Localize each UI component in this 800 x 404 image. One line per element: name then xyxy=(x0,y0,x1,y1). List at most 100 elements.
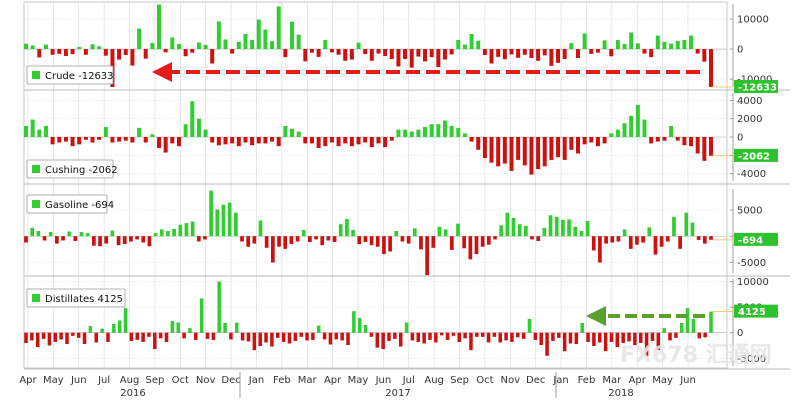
bar-crude xyxy=(170,37,175,50)
bar-crude xyxy=(369,49,374,61)
bar-distillates xyxy=(194,332,198,340)
bar-gasoline xyxy=(48,232,53,237)
bar-cushing xyxy=(30,119,35,137)
bar-distillates xyxy=(164,332,169,342)
bar-distillates xyxy=(35,332,40,348)
bar-gasoline xyxy=(443,229,448,237)
bar-distillates xyxy=(603,332,608,352)
bar-cushing xyxy=(223,137,228,145)
bar-gasoline xyxy=(264,236,269,248)
bar-gasoline xyxy=(437,226,442,237)
bar-cushing xyxy=(363,137,368,143)
bar-crude xyxy=(83,49,88,55)
bar-crude xyxy=(30,45,35,50)
bar-cushing xyxy=(709,137,713,156)
bar-gasoline xyxy=(468,236,473,260)
bar-crude xyxy=(389,49,394,59)
bar-gasoline xyxy=(221,204,226,237)
bar-distillates xyxy=(100,328,104,333)
bar-cushing xyxy=(123,137,128,141)
bar-gasoline xyxy=(647,227,652,237)
bar-gasoline xyxy=(233,212,238,237)
bar-gasoline xyxy=(554,216,559,237)
bar-distillates xyxy=(293,332,298,341)
bar-cushing xyxy=(569,137,574,150)
bar-distillates xyxy=(352,311,356,333)
bar-crude xyxy=(143,49,148,59)
y-tick-label: 4000 xyxy=(737,96,762,107)
bar-distillates xyxy=(47,332,52,346)
bar-crude xyxy=(689,35,694,50)
bar-distillates xyxy=(685,308,690,333)
bar-crude xyxy=(150,43,155,50)
bar-cushing xyxy=(409,131,414,137)
bar-gasoline xyxy=(709,236,713,240)
bar-cushing xyxy=(469,137,474,142)
bar-cushing xyxy=(629,115,634,137)
bar-crude xyxy=(90,44,95,50)
bar-cushing xyxy=(97,137,102,140)
bar-crude xyxy=(702,49,707,62)
bar-distillates xyxy=(638,332,643,343)
bar-distillates xyxy=(586,332,590,342)
bar-distillates xyxy=(492,332,497,337)
bar-crude xyxy=(429,49,434,58)
bar-crude xyxy=(316,49,321,57)
bar-gasoline xyxy=(240,236,244,242)
bar-gasoline xyxy=(270,236,275,263)
bar-cushing xyxy=(442,120,447,137)
bar-distillates xyxy=(305,332,309,341)
bar-crude xyxy=(323,40,328,50)
bar-cushing xyxy=(343,137,348,144)
bar-distillates xyxy=(199,298,204,333)
bar-cushing xyxy=(117,137,122,142)
bar-crude xyxy=(615,40,620,50)
bar-gasoline xyxy=(283,236,288,249)
bar-gasoline xyxy=(573,226,578,237)
bar-gasoline xyxy=(42,236,47,241)
bar-crude xyxy=(516,49,521,58)
bar-distillates xyxy=(434,332,438,343)
bar-distillates xyxy=(457,332,462,342)
legend-label: Cushing -2062 xyxy=(45,165,118,176)
bar-cushing xyxy=(602,137,607,144)
bar-gasoline xyxy=(320,236,325,246)
bar-gasoline xyxy=(351,229,355,237)
bar-cushing xyxy=(176,137,181,147)
bar-crude xyxy=(296,34,301,50)
bar-cushing xyxy=(695,137,700,154)
legend-box xyxy=(26,288,126,308)
bar-distillates xyxy=(275,332,280,338)
green-arrowhead xyxy=(586,306,606,326)
bar-crude xyxy=(270,41,275,50)
bar-cushing xyxy=(403,129,408,137)
watermark-text: FX678 汇通网 xyxy=(620,343,772,368)
last-value-box xyxy=(734,148,778,162)
bar-gasoline xyxy=(431,236,436,248)
x-year-label: 2018 xyxy=(608,388,633,399)
bar-distillates xyxy=(334,332,339,340)
bar-distillates xyxy=(88,326,93,333)
bar-crude xyxy=(622,43,627,50)
bar-gasoline xyxy=(567,219,571,237)
bar-cushing xyxy=(582,137,587,145)
bar-cushing xyxy=(150,134,155,137)
bar-cushing xyxy=(263,137,268,144)
bar-cushing xyxy=(250,137,255,146)
bar-crude xyxy=(50,49,55,55)
crude-arrow-annotation xyxy=(152,62,700,82)
bar-cushing xyxy=(562,137,567,160)
bar-distillates xyxy=(439,332,444,336)
bar-crude xyxy=(163,49,168,53)
bar-distillates xyxy=(674,332,678,338)
bar-distillates xyxy=(205,332,210,339)
bar-gasoline xyxy=(196,236,201,242)
bar-distillates xyxy=(539,332,543,346)
panel-distillates: -500005000100004125Distillates 4125 xyxy=(24,277,790,370)
bar-cushing xyxy=(203,129,208,137)
bar-distillates xyxy=(475,332,479,337)
bar-distillates xyxy=(357,317,362,333)
bar-crude xyxy=(595,49,600,53)
bar-gasoline xyxy=(85,233,90,237)
